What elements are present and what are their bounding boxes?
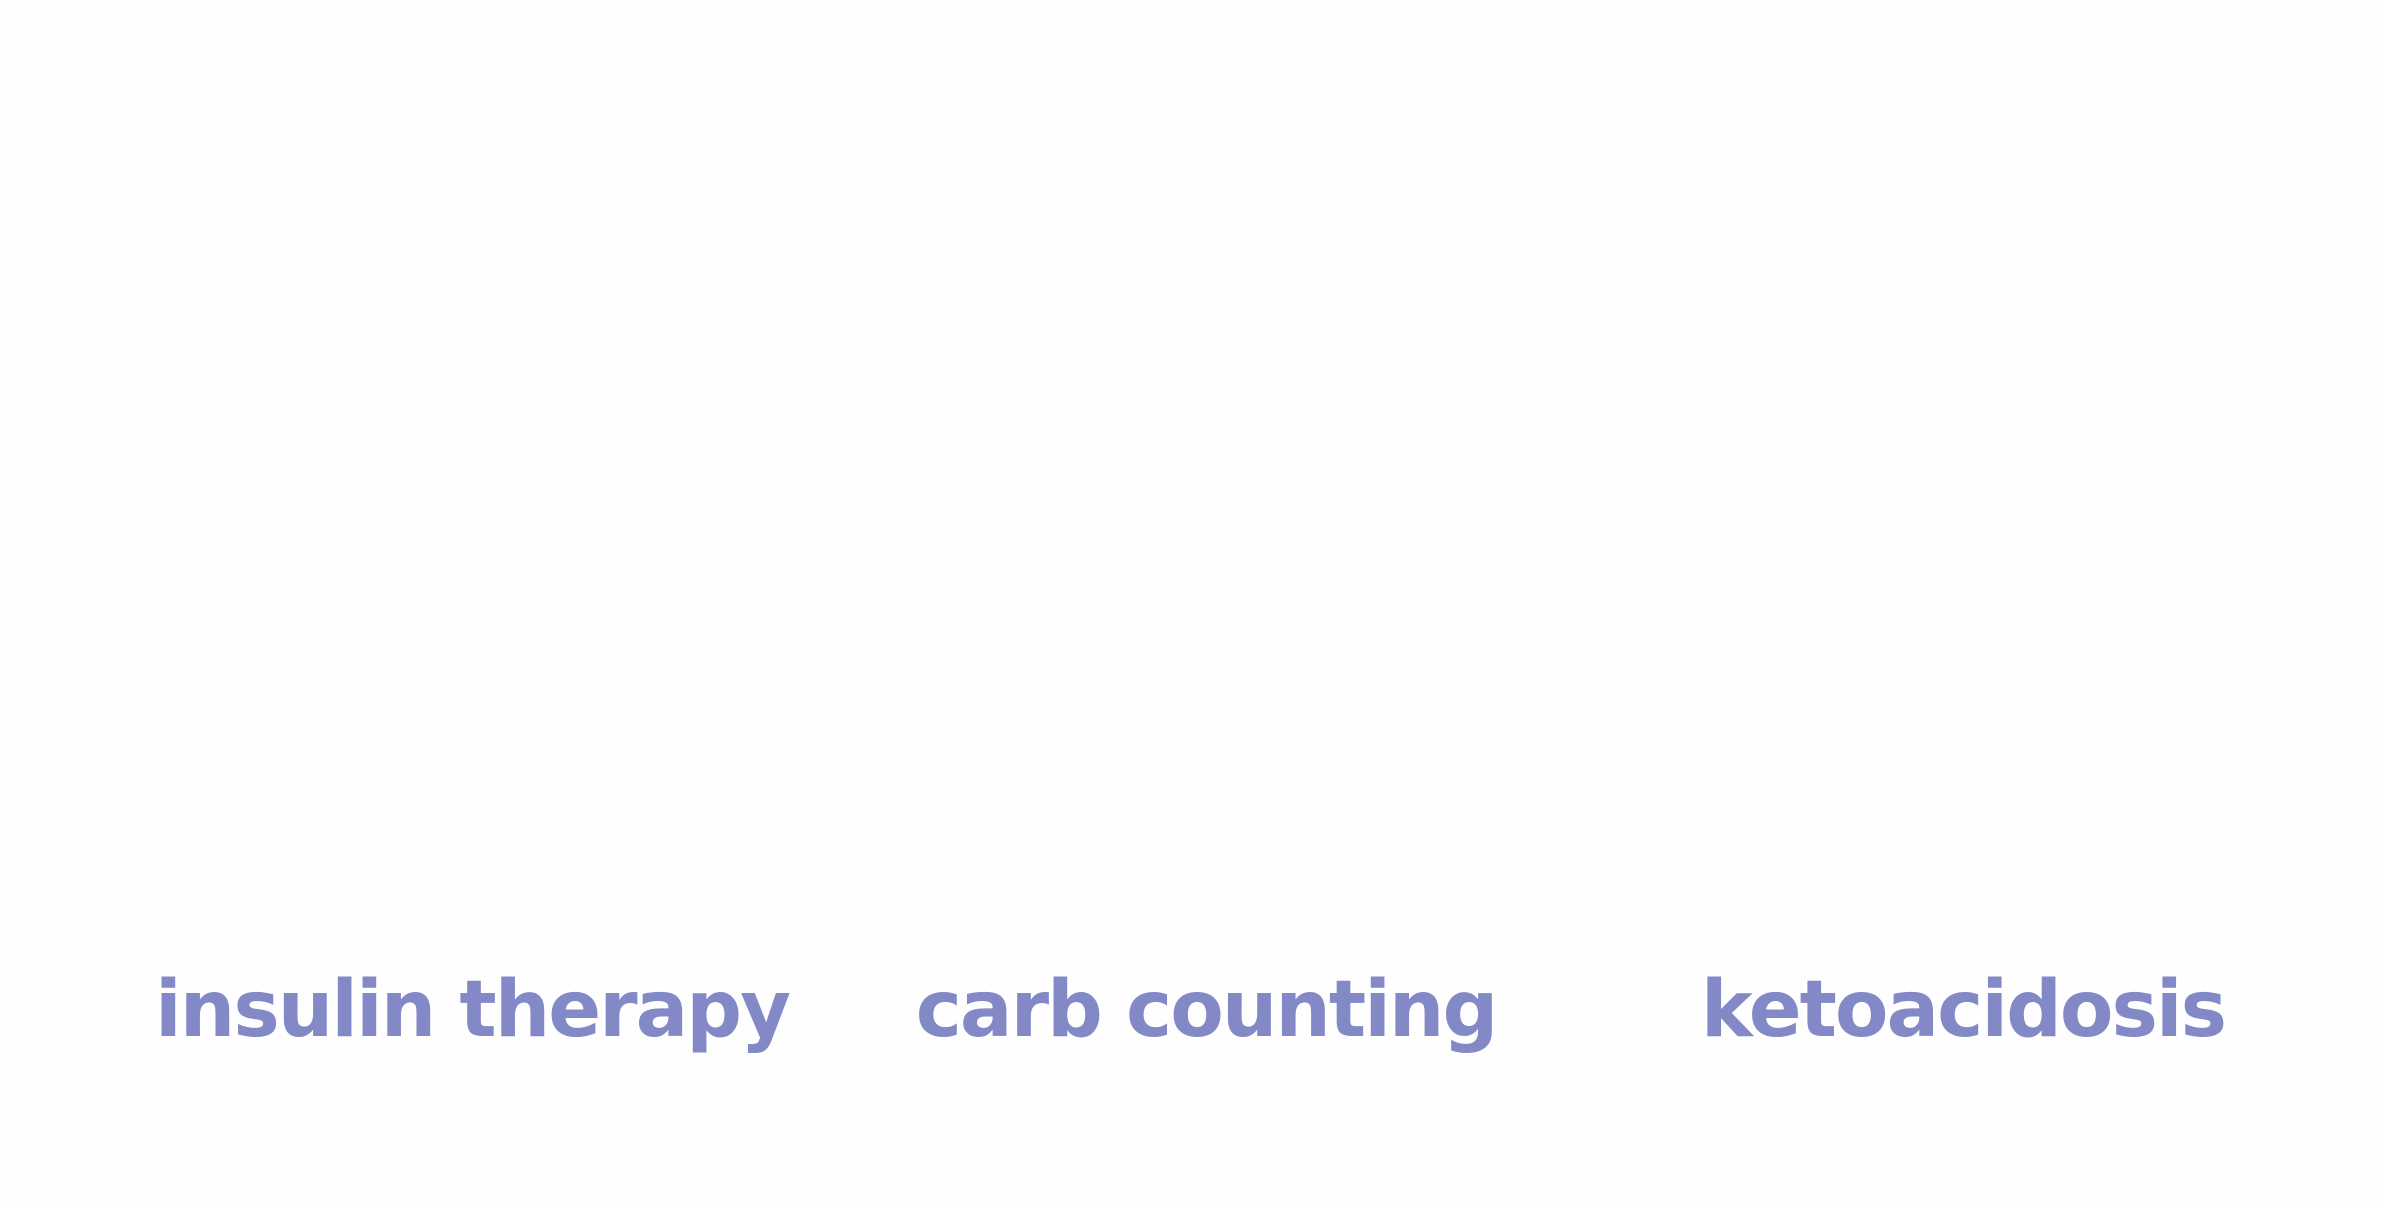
term-ketoacidosis: ketoacidosis xyxy=(1700,965,2227,1055)
term-insulin-therapy: insulin therapy xyxy=(155,965,791,1055)
terms-row: insulin therapy carb counting ketoacidos… xyxy=(0,955,2384,1075)
term-carb-counting: carb counting xyxy=(915,965,1499,1055)
